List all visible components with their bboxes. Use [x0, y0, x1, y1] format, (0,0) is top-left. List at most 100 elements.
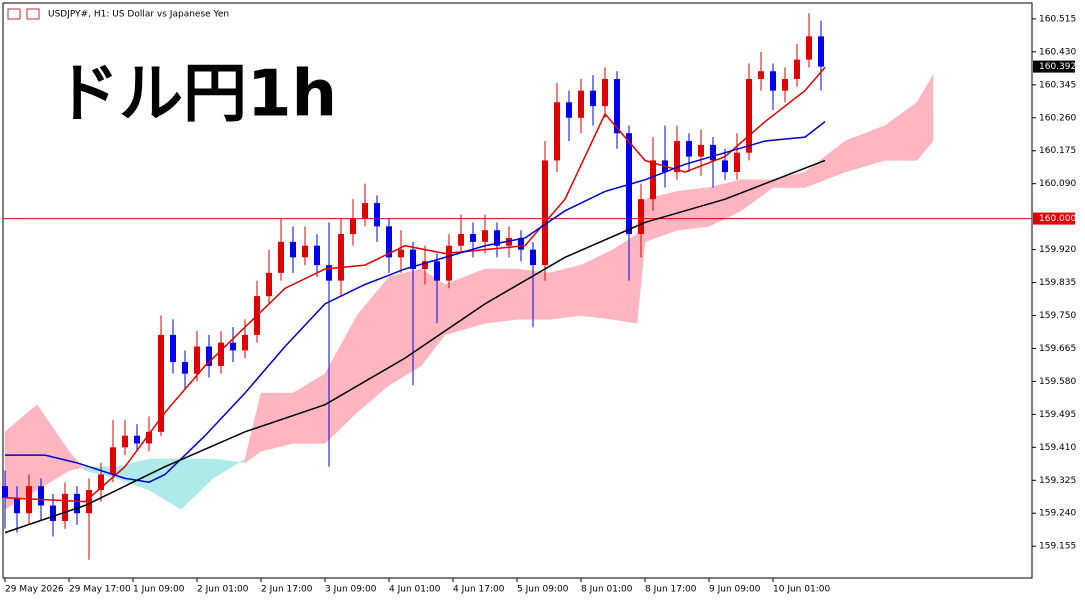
y-tick-label: 159.495: [1039, 410, 1076, 420]
candle-body: [470, 234, 476, 242]
annotation: ドル円1h: [55, 58, 337, 132]
y-tick-label: 159.920: [1039, 245, 1076, 255]
candle-body: [794, 59, 800, 79]
candle-body: [650, 160, 656, 200]
candle-body: [770, 71, 776, 91]
candle-body: [638, 199, 644, 235]
candle-body: [446, 245, 452, 281]
y-tick-label: 159.580: [1039, 377, 1076, 387]
y-tick-label: 160.260: [1039, 113, 1076, 123]
candle-body: [410, 249, 416, 269]
x-tick-label: 5 Jun 09:00: [517, 585, 569, 595]
level-label-box: [1033, 212, 1075, 225]
candle-body: [14, 497, 20, 514]
candle-body: [134, 435, 140, 444]
x-tick-label: 8 Jun 01:00: [581, 585, 633, 595]
candle-body: [170, 334, 176, 363]
cloud-segment: [548, 264, 582, 320]
candle-body: [314, 245, 320, 266]
candle-body: [146, 431, 152, 444]
level-label: 160.000: [1039, 214, 1076, 224]
candle-body: [206, 346, 212, 366]
candle-body: [122, 435, 128, 448]
candle-body: [818, 36, 824, 67]
candle-body: [38, 486, 44, 506]
candle-body: [686, 141, 692, 157]
candle-body: [74, 493, 80, 514]
candle-body: [782, 78, 788, 91]
candle-body: [326, 265, 332, 281]
candle-body: [50, 505, 56, 522]
candle-body: [266, 272, 272, 297]
candle-body: [26, 486, 32, 514]
x-tick-label: 4 Jun 17:00: [453, 585, 505, 595]
candle-body: [278, 241, 284, 273]
candle-body: [554, 102, 560, 161]
candle-body: [362, 203, 368, 219]
icon: [7, 8, 21, 20]
y-tick-label: 159.410: [1039, 443, 1076, 453]
candle-body: [806, 36, 812, 60]
x-tick-label: 8 Jun 17:00: [645, 585, 697, 595]
candle-body: [542, 160, 548, 266]
candle-body: [158, 334, 164, 432]
candle-body: [602, 78, 608, 107]
candle-body: [398, 249, 404, 258]
x-tick-label: 3 Jun 09:00: [325, 585, 377, 595]
cloud-segment: [916, 74, 934, 162]
candle-body: [674, 141, 680, 173]
x-tick-label: 9 Jun 09:00: [709, 585, 761, 595]
x-tick-label: 2 Jun 17:00: [261, 585, 313, 595]
y-tick-label: 159.750: [1039, 311, 1076, 321]
header-icons: [7, 8, 40, 20]
ma-line: [5, 121, 826, 484]
candle-body: [722, 160, 728, 173]
y-tick-label: 159.240: [1039, 509, 1076, 519]
candle-body: [86, 489, 92, 514]
candle-body: [98, 474, 104, 490]
cloud-segment: [612, 233, 638, 324]
candle-body: [734, 152, 740, 173]
y-tick-label: 160.345: [1039, 80, 1076, 90]
candle-body: [566, 102, 572, 118]
y-tick-label: 159.325: [1039, 476, 1076, 486]
candle-body: [578, 90, 584, 118]
y-tick-label: 159.665: [1039, 344, 1076, 354]
candle-body: [434, 261, 440, 281]
chart-title: USDJPY#, H1: US Dollar vs Japanese Yen: [48, 10, 229, 20]
y-tick-label: 160.175: [1039, 146, 1076, 156]
candle-body: [350, 218, 356, 235]
x-tick-label: 29 May 17:00: [69, 585, 131, 595]
candle-body: [386, 226, 392, 258]
candle-body: [494, 230, 500, 246]
x-tick-label: 1 Jun 09:00: [133, 585, 185, 595]
ma-line: [4, 66, 826, 503]
y-tick-label: 159.835: [1039, 278, 1076, 288]
candle-body: [530, 249, 536, 266]
candle-body: [482, 230, 488, 242]
candle-body: [338, 234, 344, 281]
x-tick-label: 29 May 2026: [5, 585, 64, 595]
candle-body: [518, 237, 524, 250]
y-tick-label: 160.090: [1039, 179, 1076, 189]
cloud-segment: [260, 392, 294, 452]
ma-line: [4, 159, 826, 534]
y-tick-label: 160.430: [1039, 47, 1076, 57]
candle-body: [590, 90, 596, 107]
candle-body: [458, 234, 464, 246]
price-label: 160.392: [1039, 62, 1076, 72]
icon: [26, 8, 40, 20]
cloud-segment: [484, 268, 518, 324]
candle-body: [758, 71, 764, 79]
candle-body: [218, 342, 224, 366]
candle-body: [62, 493, 68, 522]
cloud-segment: [388, 268, 422, 386]
candle-body: [2, 486, 8, 498]
candle-body: [230, 342, 236, 351]
candle-body: [422, 261, 428, 269]
x-tick-label: 2 Jun 01:00: [197, 585, 249, 595]
y-tick-label: 159.155: [1039, 542, 1076, 552]
candle-body: [302, 245, 308, 258]
